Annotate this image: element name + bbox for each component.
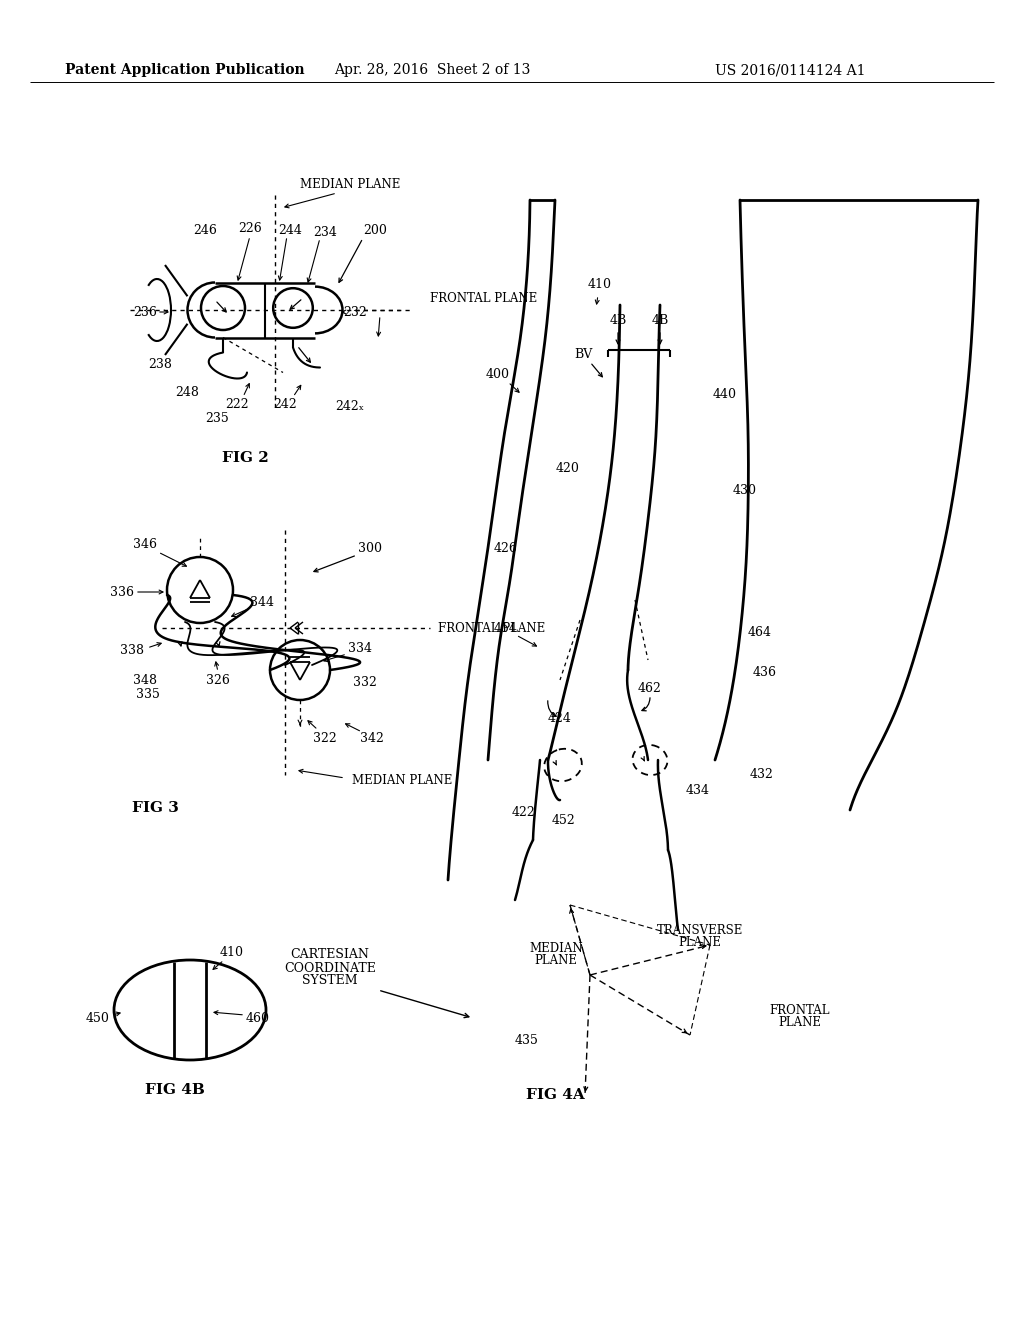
Text: CARTESIAN: CARTESIAN xyxy=(291,949,370,961)
Text: 242: 242 xyxy=(273,399,297,412)
Text: 244: 244 xyxy=(279,223,302,236)
Text: Apr. 28, 2016  Sheet 2 of 13: Apr. 28, 2016 Sheet 2 of 13 xyxy=(334,63,530,77)
Text: 235: 235 xyxy=(205,412,229,425)
Text: 462: 462 xyxy=(638,681,662,694)
Text: 246: 246 xyxy=(194,223,217,236)
Text: 460: 460 xyxy=(246,1011,270,1024)
Text: 344: 344 xyxy=(250,595,274,609)
Text: COORDINATE: COORDINATE xyxy=(284,961,376,974)
Text: FIG 2: FIG 2 xyxy=(221,451,268,465)
Text: MEDIAN PLANE: MEDIAN PLANE xyxy=(300,178,400,191)
Text: 430: 430 xyxy=(733,483,757,496)
Text: 335: 335 xyxy=(136,689,160,701)
Text: Patent Application Publication: Patent Application Publication xyxy=(66,63,305,77)
Text: 234: 234 xyxy=(313,226,337,239)
Text: 432: 432 xyxy=(750,768,774,781)
Text: 334: 334 xyxy=(348,642,372,655)
Text: 242ₓ: 242ₓ xyxy=(336,400,365,413)
Text: 424: 424 xyxy=(548,711,572,725)
Text: 4B: 4B xyxy=(609,314,627,326)
Text: SYSTEM: SYSTEM xyxy=(302,974,357,987)
Text: US 2016/0114124 A1: US 2016/0114124 A1 xyxy=(715,63,865,77)
Text: FIG 3: FIG 3 xyxy=(131,801,178,814)
Text: BV: BV xyxy=(573,348,592,362)
Text: 236: 236 xyxy=(133,305,157,318)
Text: 440: 440 xyxy=(713,388,737,401)
Text: 436: 436 xyxy=(753,665,777,678)
Text: PLANE: PLANE xyxy=(679,936,722,949)
Text: 464: 464 xyxy=(748,626,772,639)
Text: 4B: 4B xyxy=(651,314,669,326)
Text: 346: 346 xyxy=(133,539,157,552)
Text: FRONTAL PLANE: FRONTAL PLANE xyxy=(430,292,538,305)
Text: 422: 422 xyxy=(511,805,535,818)
Text: FIG 4B: FIG 4B xyxy=(145,1082,205,1097)
Text: 300: 300 xyxy=(358,541,382,554)
Text: PLANE: PLANE xyxy=(778,1015,821,1028)
Text: 426: 426 xyxy=(494,541,518,554)
Text: 322: 322 xyxy=(313,731,337,744)
Text: 410: 410 xyxy=(220,946,244,960)
Text: 342: 342 xyxy=(360,731,384,744)
Text: 435: 435 xyxy=(515,1034,539,1047)
Text: 226: 226 xyxy=(239,222,262,235)
Text: 410: 410 xyxy=(588,279,612,292)
Text: 420: 420 xyxy=(556,462,580,474)
Text: 238: 238 xyxy=(148,359,172,371)
Text: 450: 450 xyxy=(86,1011,110,1024)
Text: 222: 222 xyxy=(225,399,249,412)
Text: 336: 336 xyxy=(110,586,134,598)
Text: PLANE: PLANE xyxy=(535,953,578,966)
Text: 200: 200 xyxy=(364,223,387,236)
Text: TRANSVERSE: TRANSVERSE xyxy=(656,924,743,936)
Text: FRONTAL: FRONTAL xyxy=(770,1003,830,1016)
Text: FIG 4A: FIG 4A xyxy=(525,1088,585,1102)
Text: 454: 454 xyxy=(494,622,518,635)
Text: MEDIAN PLANE: MEDIAN PLANE xyxy=(352,774,453,787)
Text: 338: 338 xyxy=(120,644,144,656)
Text: FRONTAL PLANE: FRONTAL PLANE xyxy=(438,622,545,635)
Text: 232: 232 xyxy=(343,305,367,318)
Text: 400: 400 xyxy=(486,368,510,381)
Text: 248: 248 xyxy=(175,385,199,399)
Text: 348: 348 xyxy=(133,673,157,686)
Text: MEDIAN: MEDIAN xyxy=(529,941,583,954)
Text: 434: 434 xyxy=(686,784,710,796)
Text: 326: 326 xyxy=(206,673,230,686)
Text: 452: 452 xyxy=(552,813,575,826)
Text: 332: 332 xyxy=(353,676,377,689)
